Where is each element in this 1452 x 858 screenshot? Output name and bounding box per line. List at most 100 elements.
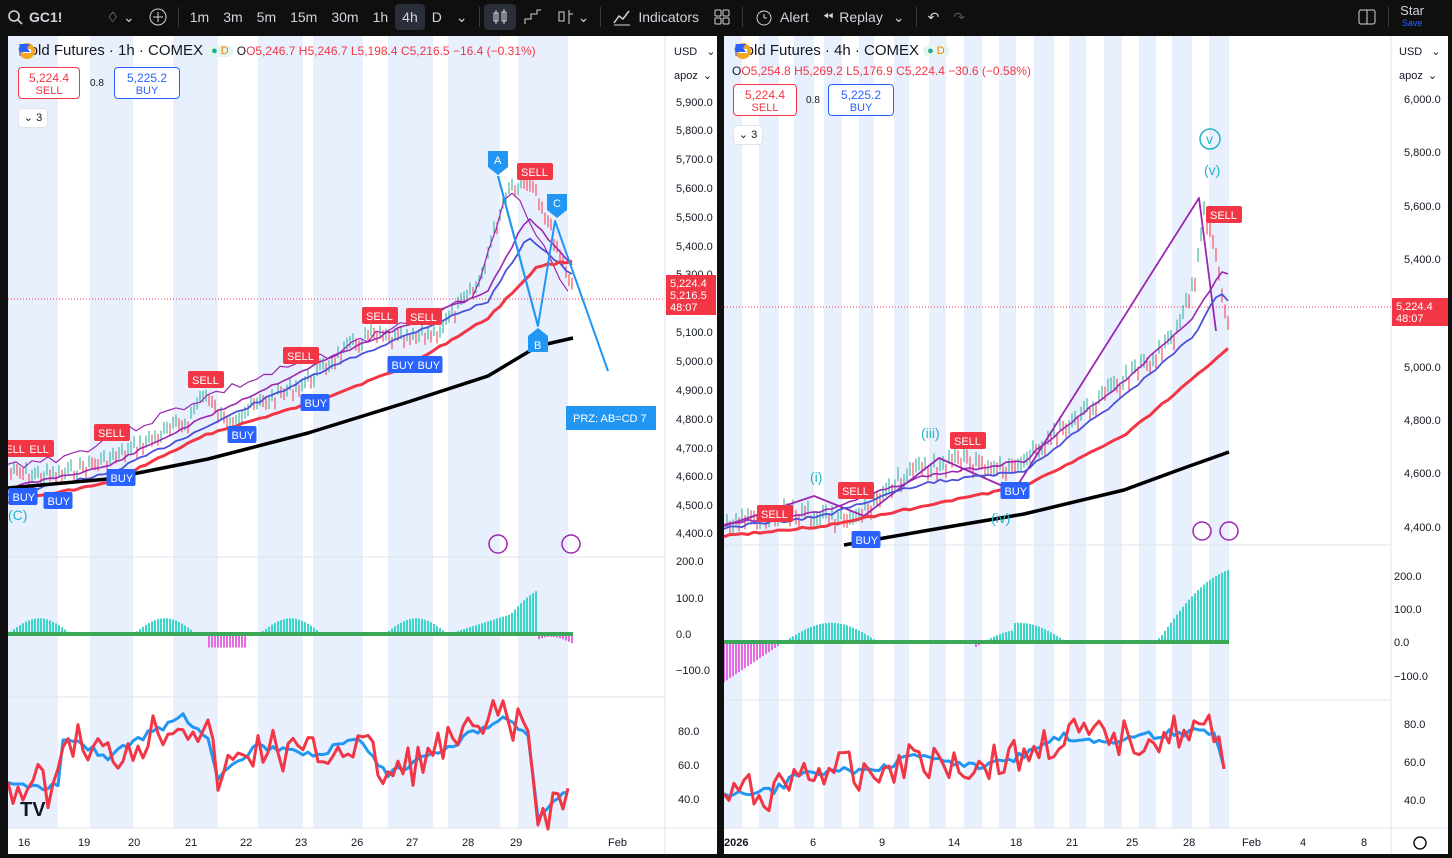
ma-line-red [724, 347, 1229, 539]
interval-3m[interactable]: 3m [223, 9, 243, 25]
last-price-tag-bg [666, 275, 716, 315]
indicators-button[interactable]: Indicators [605, 0, 706, 34]
divider [742, 7, 744, 27]
settings-gear-icon [1413, 836, 1427, 850]
bars-icon [558, 10, 573, 24]
forward-arrow-icon [488, 534, 508, 554]
market-status-icon[interactable]: ● D [207, 44, 233, 57]
close-value: C5,216.5 [400, 43, 450, 58]
price-axis-tick: 4,600.0 [1404, 468, 1441, 480]
spread-value: 0.8 [90, 78, 104, 89]
market-status-icon[interactable]: ● D [923, 44, 949, 57]
sell-signal-tag [188, 371, 224, 388]
alarm-clock-icon [756, 10, 772, 26]
interval-4h[interactable]: 4h [395, 4, 425, 30]
price-axis-tick: 4,700.0 [676, 443, 713, 455]
interval-15m[interactable]: 15m [290, 9, 318, 25]
unit-label: apoz [674, 70, 698, 82]
alert-button[interactable]: Alert [747, 0, 816, 34]
divider [600, 7, 602, 27]
high-value: H5,246.7 [298, 43, 348, 58]
session-band [894, 36, 909, 828]
sell-signal-tag-label: SELL [954, 436, 981, 448]
price-axis-tick: 4,600.0 [676, 471, 713, 483]
candles-button[interactable] [483, 4, 516, 30]
ma-line-blue [8, 237, 573, 496]
buy-signal-tag [8, 488, 38, 505]
replay-button[interactable]: ⏪︎ Replay ⌄ [816, 0, 912, 34]
chart-title: Gold Futures · 4h · COMEX [734, 42, 920, 59]
chart-canvas-4h[interactable]: (i) (iii) (iv) (v) v SELL SELL SELL SELL BUY BUY 6,… [724, 36, 1448, 854]
sell-price: 5,224.4 [28, 71, 70, 85]
price-axis-tick: 5,900.0 [676, 97, 713, 109]
close-value: C5,224.4 [896, 64, 945, 78]
redo-icon: ↷ [953, 8, 966, 25]
interval-dropdown[interactable]: ⌄ [449, 0, 475, 34]
oscillator-axis-tick: 0.0 [1394, 637, 1409, 649]
lightning-icon [1219, 521, 1239, 541]
change-value: −16.4 (−0.31%) [452, 43, 536, 58]
divider [177, 7, 179, 27]
oscillator-axis-tick: 200.0 [1394, 571, 1422, 583]
sell-signal-tag [94, 424, 130, 441]
sell-signal-tag-label: SELL [287, 351, 314, 363]
chart-pane-4h[interactable]: (i) (iii) (iv) (v) v SELL SELL SELL SELL BUY BUY 6,… [724, 36, 1448, 854]
top-toolbar: GC1! ♢ ⌄ 1m 3m 5m 15m 30m 1h 4h D ⌄ ⌄ Ind… [0, 0, 1452, 34]
time-axis-tick: 4 [1300, 837, 1306, 849]
chevron-down-icon: ⌄ [706, 46, 716, 58]
time-axis-tick: 16 [18, 837, 30, 849]
pattern-point-c [547, 194, 567, 218]
chart-canvas-1h[interactable]: A B C PRZ: AB=CD 7 (C) SELL SELL SELL SELL SELL SE… [8, 36, 717, 854]
session-band [518, 36, 568, 828]
interval-1h[interactable]: 1h [372, 9, 389, 25]
interval-30m[interactable]: 30m [331, 9, 359, 25]
rsi-axis-tick: 40.0 [678, 794, 699, 806]
currency-selector[interactable]: USD ⌄ [1399, 45, 1441, 58]
interval-5m[interactable]: 5m [256, 9, 277, 25]
compare-menu[interactable]: ♢ ⌄ [99, 0, 141, 34]
interval-D[interactable]: D [431, 9, 442, 25]
flag-icon[interactable] [734, 42, 748, 56]
interval-1m[interactable]: 1m [189, 9, 210, 25]
indicator-count: 3 [751, 129, 758, 141]
sell-button[interactable]: 5,224.4 SELL [18, 67, 80, 99]
currency-selector[interactable]: USD ⌄ [674, 45, 716, 58]
chevron-down-icon: ⌄ [1431, 46, 1441, 58]
price-axis-tick: 4,900.0 [676, 385, 713, 397]
unit-selector[interactable]: apoz ⌄ [674, 69, 712, 82]
buy-button[interactable]: 5,225.2 BUY [114, 67, 180, 99]
sell-signal-tag [8, 440, 30, 457]
layout-toggle-button[interactable] [1350, 0, 1384, 34]
sell-button[interactable]: 5,224.4 SELL [733, 84, 797, 116]
add-symbol-button[interactable] [142, 0, 174, 34]
buy-price: 5,225.2 [126, 71, 168, 85]
symbol-search[interactable]: GC1! [0, 0, 69, 34]
sell-signal-tag [406, 308, 442, 325]
bar-type-button[interactable]: ⌄ [550, 0, 597, 34]
prz-label-box [566, 406, 656, 430]
chart-pane-1h[interactable]: A B C PRZ: AB=CD 7 (C) SELL SELL SELL SELL SELL SE… [8, 36, 717, 854]
rsi-axis-tick: 40.0 [1404, 795, 1425, 807]
time-axis-tick: 2026 [724, 837, 748, 849]
redo-button[interactable]: ↷ [946, 0, 972, 34]
buy-button[interactable]: 5,225.2 BUY [828, 84, 894, 116]
indicators-collapse-button[interactable]: ⌄ 3 [18, 108, 48, 128]
unit-label: apoz [1399, 70, 1423, 82]
lightning-icon [561, 534, 581, 554]
indicators-collapse-button[interactable]: ⌄ 3 [733, 125, 763, 145]
oscillator-axis-tick: 200.0 [676, 556, 704, 568]
undo-button[interactable]: ↶ [921, 0, 947, 34]
open-value: O5,246.7 [246, 43, 296, 58]
sell-signal-tag [362, 307, 398, 324]
buy-signal-tag-label: BUY [48, 496, 71, 508]
session-band [388, 36, 433, 828]
buy-signal-tag [851, 531, 881, 548]
price-axis-tick: 5,400.0 [1404, 254, 1441, 266]
session-band [859, 36, 874, 828]
layouts-button[interactable] [706, 0, 738, 34]
unit-selector[interactable]: apoz ⌄ [1399, 69, 1437, 82]
chart-style-button[interactable] [516, 0, 550, 34]
star-save-button[interactable]: Star Save [1393, 0, 1452, 34]
session-band [759, 36, 779, 828]
flag-icon[interactable] [18, 42, 32, 56]
